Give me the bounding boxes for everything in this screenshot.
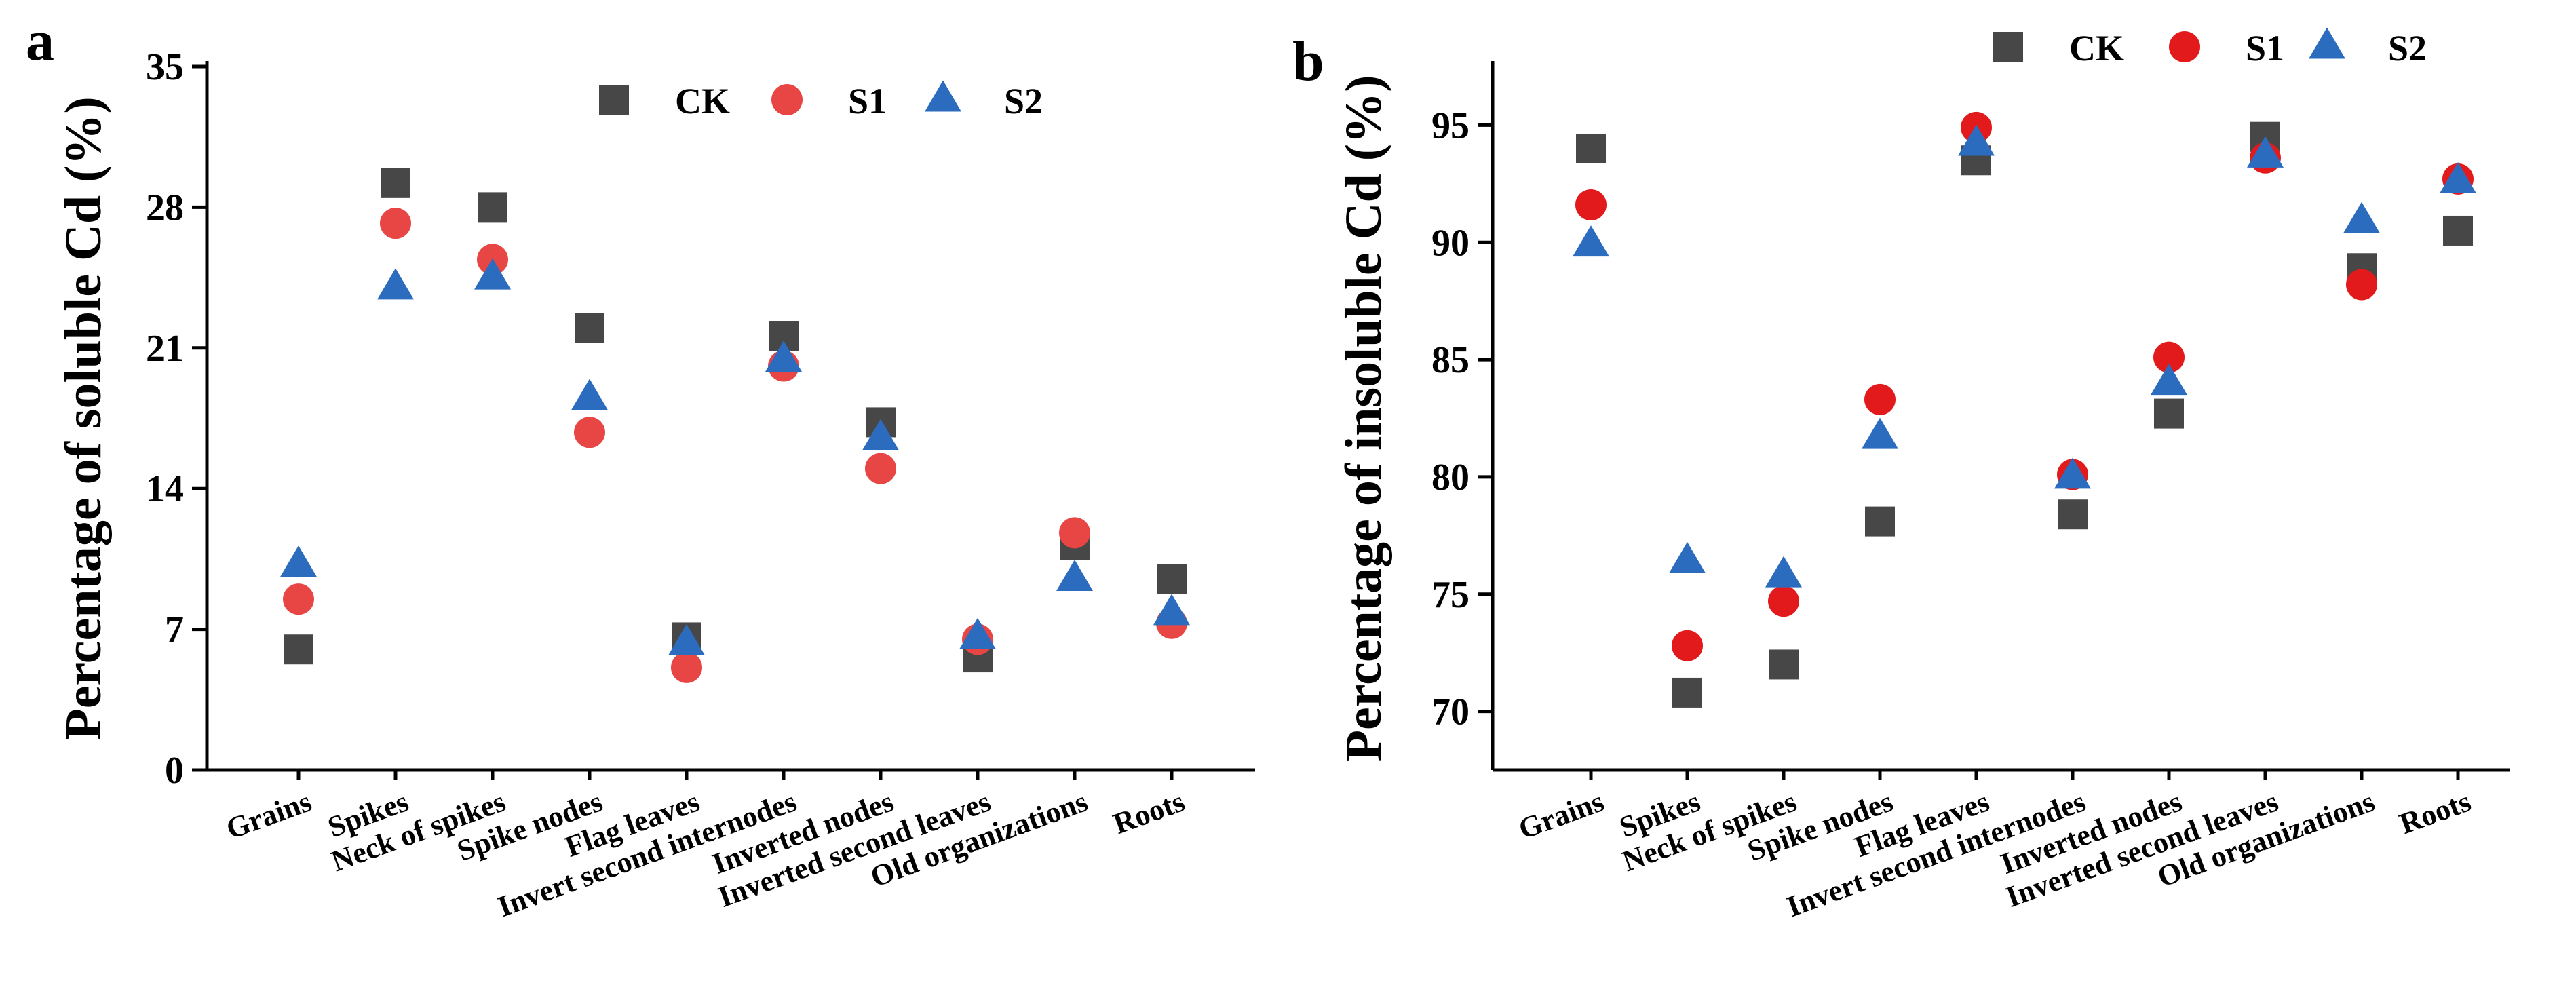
legend-marker-s2 — [2309, 27, 2345, 59]
data-point-s2 — [280, 545, 317, 577]
y-tick-label: 0 — [165, 750, 184, 792]
x-tick-label: Grains — [222, 784, 316, 845]
data-point-s2 — [1056, 560, 1093, 592]
data-point-ck — [1576, 133, 1606, 164]
data-point-s2 — [377, 268, 414, 300]
x-tick-label: Grains — [1514, 784, 1609, 845]
legend-marker-ck — [1993, 32, 2023, 62]
data-point-s2 — [1958, 124, 1995, 156]
data-point-s2 — [2440, 161, 2476, 193]
legend: CK S1 S2 — [599, 80, 1043, 121]
y-tick-label: 75 — [1431, 574, 1469, 616]
y-axis-label: Percentage of soluble Cd (%) — [55, 96, 112, 739]
data-point-ck — [1769, 649, 1799, 680]
x-tick-label: Roots — [1109, 784, 1189, 841]
y-tick-label: 95 — [1431, 104, 1469, 147]
x-tick-label: Roots — [2396, 784, 2476, 841]
data-point-s2 — [1765, 556, 1802, 588]
data-point-s2 — [862, 419, 899, 450]
legend-label: S1 — [2246, 28, 2284, 69]
data-point-s2 — [1669, 541, 1706, 573]
data-point-ck — [2154, 398, 2184, 429]
y-tick-label: 85 — [1431, 339, 1469, 381]
data-point-s2 — [959, 617, 996, 649]
data-point-s1 — [1864, 383, 1896, 415]
y-tick-label: 28 — [146, 187, 184, 229]
panel-letter: a — [26, 9, 54, 73]
data-point-ck — [284, 634, 313, 665]
data-point-ck — [1672, 677, 1702, 708]
panel-b: b 70 75 80 85 90 95 Percentage of insoluble Cd … — [1292, 27, 2510, 923]
panel-a: a 0 7 14 21 28 35 Percentage of soluble Cd (%) G… — [26, 9, 1255, 923]
data-point-s2 — [765, 341, 802, 372]
data-point-s1 — [380, 208, 411, 239]
legend-marker-s1 — [771, 84, 803, 115]
data-point-ck — [575, 313, 604, 343]
data-point-ck — [2443, 215, 2473, 246]
y-tick-label: 21 — [146, 328, 184, 370]
legend-label: CK — [2069, 28, 2124, 69]
data-point-s1 — [283, 583, 314, 615]
legend-marker-ck — [599, 85, 629, 115]
data-point-ck — [1157, 564, 1187, 594]
data-point-s1 — [2153, 341, 2185, 373]
data-point-ck — [381, 168, 410, 198]
y-tick-label: 70 — [1431, 691, 1469, 733]
panel-letter: b — [1292, 30, 1324, 93]
legend: CK S1 S2 — [1993, 27, 2427, 69]
legend-label: CK — [675, 81, 730, 121]
data-point-s1 — [2346, 269, 2377, 301]
legend-marker-s2 — [925, 80, 961, 112]
y-tick-label: 14 — [146, 468, 184, 510]
legend-label: S1 — [848, 81, 887, 121]
data-point-s1 — [1575, 189, 1607, 220]
data-point-s1 — [1768, 585, 1799, 617]
data-point-s2 — [1153, 594, 1190, 626]
legend-label: S2 — [2388, 28, 2427, 69]
data-point-s1 — [865, 453, 896, 484]
data-point-ck — [1865, 506, 1895, 537]
y-tick-label: 80 — [1431, 457, 1469, 499]
data-point-s2 — [1573, 225, 1609, 257]
data-point-s1 — [1059, 517, 1090, 549]
y-tick-label: 7 — [165, 609, 184, 651]
data-point-s2 — [2151, 364, 2187, 396]
y-tick-label: 90 — [1431, 222, 1469, 264]
legend-marker-s1 — [2169, 31, 2200, 62]
data-point-ck — [2058, 499, 2088, 530]
data-point-s1 — [1672, 630, 1703, 661]
data-point-s2 — [2054, 457, 2091, 489]
data-point-s2 — [2247, 136, 2284, 168]
data-point-s2 — [2343, 201, 2380, 233]
legend-label: S2 — [1004, 81, 1043, 121]
data-point-ck — [478, 192, 507, 223]
data-point-s1 — [671, 651, 702, 683]
data-point-s1 — [574, 417, 605, 448]
data-point-s2 — [474, 258, 511, 290]
data-point-s2 — [1862, 417, 1898, 449]
y-axis-label: Percentage of insoluble Cd (%) — [1335, 75, 1392, 762]
y-tick-label: 35 — [146, 46, 184, 88]
data-point-s2 — [571, 379, 608, 410]
data-point-s2 — [668, 623, 705, 655]
